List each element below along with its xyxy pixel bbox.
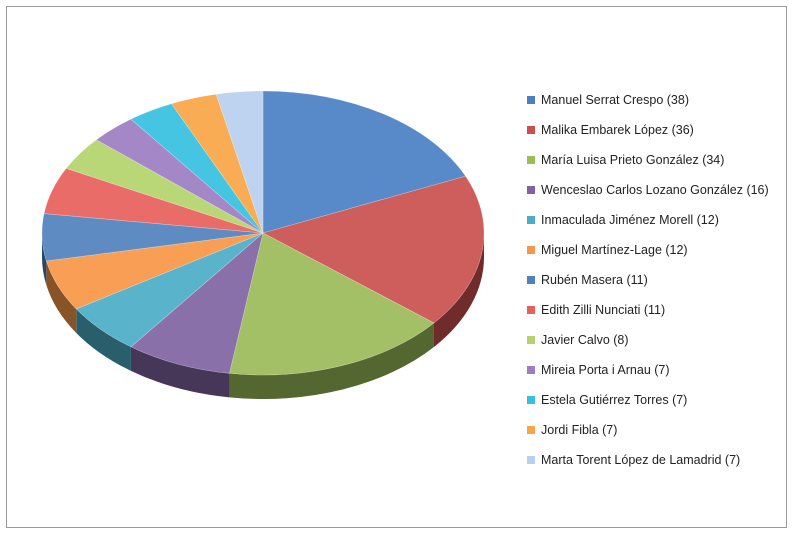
legend-label: Manuel Serrat Crespo (38) — [541, 93, 689, 107]
pie-chart — [41, 90, 485, 399]
legend-label: Jordi Fibla (7) — [541, 423, 618, 437]
legend-label: Edith Zilli Nunciati (11) — [541, 303, 666, 317]
chart-frame: Manuel Serrat Crespo (38) Malika Embarek … — [6, 6, 787, 528]
legend-label: Marta Torent López de Lamadrid (7) — [541, 453, 741, 467]
legend-swatch — [527, 396, 535, 404]
legend-item: Inmaculada Jiménez Morell (12) — [527, 205, 769, 235]
legend-swatch — [527, 276, 535, 284]
pie-slice-13 — [215, 90, 264, 234]
legend-item: Edith Zilli Nunciati (11) — [527, 295, 769, 325]
pie-slice-9 — [65, 139, 264, 234]
legend-swatch — [527, 246, 535, 254]
pie-slice-12 — [170, 93, 264, 234]
pie-slice-side-6 — [46, 260, 77, 333]
legend-label: Inmaculada Jiménez Morell (12) — [541, 213, 719, 227]
legend-label: Malika Embarek López (36) — [541, 123, 694, 137]
legend-item: Mireia Porta i Arnau (7) — [527, 355, 769, 385]
pie-slice-3 — [229, 232, 435, 376]
legend-item: María Luisa Prieto González (34) — [527, 145, 769, 175]
pie-slice-side-7 — [42, 233, 47, 285]
legend-item: Jordi Fibla (7) — [527, 415, 769, 445]
legend-label: Rubén Masera (11) — [541, 273, 648, 287]
pie-slice-side-5 — [76, 308, 131, 371]
legend-swatch — [527, 186, 535, 194]
legend-swatch — [527, 366, 535, 374]
pie-slice-side-2 — [433, 233, 484, 347]
legend-item: Marta Torent López de Lamadrid (7) — [527, 445, 769, 475]
legend-item: Manuel Serrat Crespo (38) — [527, 85, 769, 115]
legend-swatch — [527, 336, 535, 344]
legend-swatch — [527, 306, 535, 314]
pie-top-faces — [41, 90, 485, 376]
pie-slice-5 — [75, 232, 264, 348]
pie-slice-6 — [45, 232, 264, 310]
pie-slice-1 — [262, 90, 467, 234]
legend-swatch — [527, 456, 535, 464]
legend-label: María Luisa Prieto González (34) — [541, 153, 725, 167]
legend-item: Estela Gutiérrez Torres (7) — [527, 385, 769, 415]
pie-slice-8 — [43, 167, 264, 234]
pie-slice-side-3 — [229, 322, 434, 399]
legend-label: Wenceslao Carlos Lozano González (16) — [541, 183, 769, 197]
legend-label: Javier Calvo (8) — [541, 333, 629, 347]
chart-legend: Manuel Serrat Crespo (38) Malika Embarek … — [527, 85, 769, 475]
pie-slice-4 — [130, 232, 264, 374]
pie-slice-2 — [262, 175, 485, 324]
legend-label: Miguel Martínez-Lage (12) — [541, 243, 688, 257]
pie-side-walls — [42, 233, 484, 399]
legend-swatch — [527, 126, 535, 134]
pie-slice-10 — [95, 118, 264, 234]
legend-item: Wenceslao Carlos Lozano González (16) — [527, 175, 769, 205]
legend-swatch — [527, 426, 535, 434]
legend-item: Miguel Martínez-Lage (12) — [527, 235, 769, 265]
legend-item: Malika Embarek López (36) — [527, 115, 769, 145]
legend-item: Javier Calvo (8) — [527, 325, 769, 355]
pie-slice-side-4 — [130, 346, 230, 398]
legend-label: Mireia Porta i Arnau (7) — [541, 363, 670, 377]
pie-slice-11 — [130, 103, 264, 234]
legend-swatch — [527, 156, 535, 164]
legend-swatch — [527, 96, 535, 104]
legend-item: Rubén Masera (11) — [527, 265, 769, 295]
pie-slice-7 — [41, 213, 264, 262]
legend-label: Estela Gutiérrez Torres (7) — [541, 393, 688, 407]
legend-swatch — [527, 216, 535, 224]
